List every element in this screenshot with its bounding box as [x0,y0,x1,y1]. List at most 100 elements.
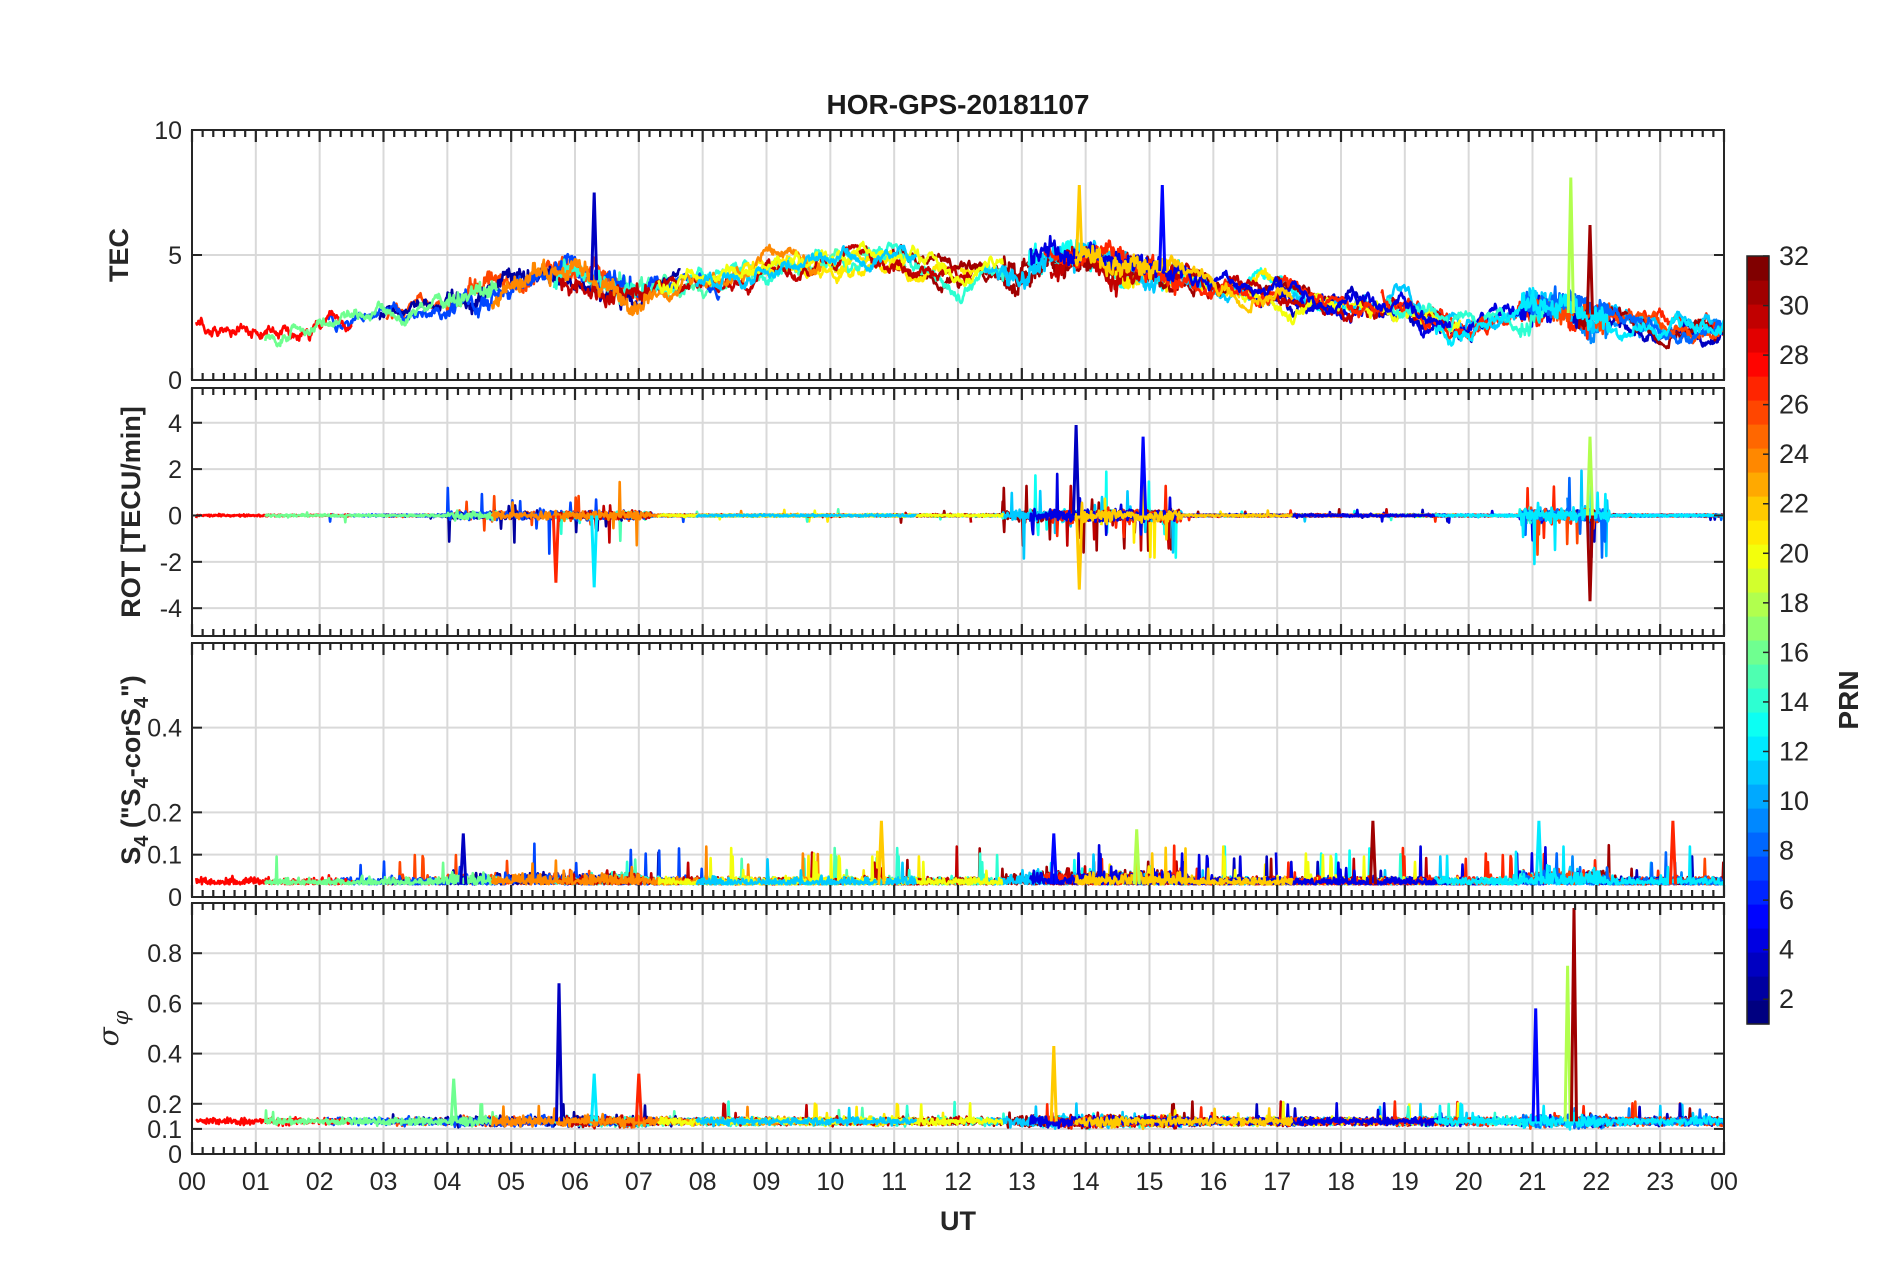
y-tick-label: 0.8 [147,940,182,968]
y-tick-label: 4 [168,410,182,438]
y-tick-label: 0 [168,502,182,530]
x-tick-label: 00 [178,1168,206,1196]
peak-spike [1075,184,1084,257]
peak-spike [449,1078,458,1122]
x-tick-label: 17 [1263,1168,1291,1196]
y-tick-label: 0.2 [147,799,182,827]
peak-spike [1531,1008,1540,1122]
x-tick-label: 00 [1710,1168,1738,1196]
x-tick-label: 08 [689,1168,717,1196]
colorbar-bin [1747,952,1769,977]
x-tick-label: 09 [753,1168,781,1196]
colorbar-label: PRN [1833,670,1864,729]
colorbar-bin [1747,880,1769,905]
series-prn-16 [264,280,499,348]
peak-spike [1075,515,1084,590]
panel-s4-xticks [190,643,1726,897]
y-axis-label: ROT [TECU/min] [116,406,146,617]
y-tick-label: 0.2 [147,1091,182,1119]
y-tick-label: -2 [160,549,182,577]
peak-spike [877,820,886,885]
y-tick-label: 0.6 [147,990,182,1018]
peak-spike [555,983,564,1122]
panel-s4-series [194,820,1724,886]
peak-spike [1585,224,1594,315]
peak-spike [459,833,468,885]
colorbar-bin [1747,736,1769,761]
peak-spike [1368,820,1377,885]
colorbar-bin [1747,784,1769,809]
series-prn-16 [264,509,499,524]
panel-tec-series [194,177,1724,350]
series-prn-4 [1029,844,1452,886]
y-tick-label: 0.1 [147,1116,182,1144]
x-tick-label: 16 [1199,1168,1227,1196]
panel-tec-xticks [190,130,1726,380]
colorbar-bin [1747,424,1769,449]
y-tick-label: 0 [168,367,182,395]
y-tick-label: 0.4 [147,1041,182,1069]
peak-spike [1158,184,1167,272]
x-tick-label: 13 [1008,1168,1036,1196]
colorbar-tick-label: 12 [1779,736,1809,766]
peak-spike [590,1073,599,1122]
colorbar-bin [1747,808,1769,833]
colorbar-bin [1747,1000,1769,1025]
x-tick-label: 11 [881,1168,907,1196]
series-prn-12 [1433,286,1724,347]
colorbar-bin [1747,592,1769,617]
x-tick-label: 07 [625,1168,653,1196]
colorbar-bin [1747,976,1769,1001]
x-tick-label: 14 [1072,1168,1100,1196]
colorbar-tick-label: 6 [1779,885,1794,915]
colorbar-tick-label: 30 [1779,291,1809,321]
y-tick-label: 10 [154,117,182,145]
colorbar-bin [1747,568,1769,593]
colorbar-tick-label: 24 [1779,439,1809,469]
colorbar-bin [1747,448,1769,473]
x-tick-label: 03 [370,1168,398,1196]
panel-sigma-series [195,907,1724,1131]
colorbar-bin [1747,496,1769,521]
colorbar-bin [1747,640,1769,665]
peak-spike [590,515,599,588]
x-tick-label: 06 [561,1168,589,1196]
peak-spike [1072,425,1081,516]
series-prn-22 [1074,244,1294,314]
series-prn-22 [1074,846,1294,886]
series-prn-22 [1074,484,1294,541]
colorbar-bin [1747,376,1769,401]
y-tick-label: 0.1 [147,842,182,870]
colorbar-tick-label: 16 [1779,637,1809,667]
panel-sigma: 00.10.2 0.4 0.6 0.8 σφ [92,902,1726,1169]
x-tick-label: 23 [1646,1168,1674,1196]
x-tick-label: 02 [306,1168,334,1196]
colorbar-bin [1747,664,1769,689]
colorbar-bin [1747,304,1769,329]
x-tick-label: 10 [816,1168,844,1196]
colorbar-tick-label: 26 [1779,390,1809,420]
series-prn-24 [490,243,822,317]
panel-sigma-grid [191,903,1725,1155]
colorbar-bin [1747,520,1769,545]
y-tick-label: 5 [168,242,182,270]
series-prn-22 [1074,1107,1294,1131]
y-tick-label: 2 [168,456,182,484]
peak-spike [1668,820,1677,885]
y-axis-label: TEC [104,228,134,282]
peak-spike [551,515,560,583]
series-prn-16 [264,855,499,886]
x-tick-label: 04 [433,1168,461,1196]
series-prn-28 [194,309,353,342]
colorbar-tick-label: 10 [1779,786,1809,816]
colorbar-tick-label: 22 [1779,489,1809,519]
x-tick-label: 21 [1519,1168,1547,1196]
colorbar-bin [1747,760,1769,785]
colorbar-bin [1747,616,1769,641]
series-prn-11 [695,512,917,518]
y-tick-label: 0 [168,884,182,912]
series-prn-11 [695,1106,918,1128]
